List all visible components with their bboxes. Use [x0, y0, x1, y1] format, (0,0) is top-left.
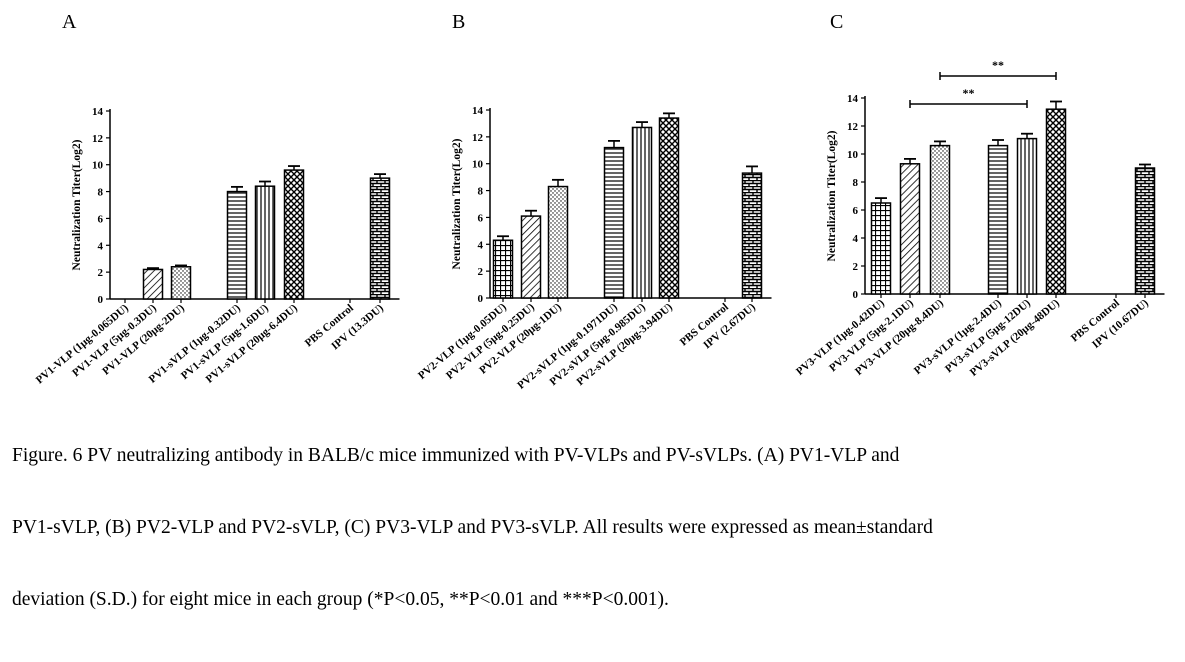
bar — [520, 215, 542, 299]
bar — [492, 239, 514, 299]
y-tick-label: 4 — [478, 239, 484, 251]
bar — [1016, 137, 1038, 295]
y-tick-label: 0 — [853, 289, 859, 301]
bar — [1045, 108, 1067, 295]
y-tick-label: 4 — [98, 240, 104, 252]
y-tick-label: 14 — [472, 105, 484, 117]
y-tick-label: 8 — [478, 186, 484, 198]
bar — [283, 169, 305, 300]
bar — [631, 126, 653, 299]
significance-label: ** — [992, 58, 1004, 72]
y-axis-label: Neutralization Titer(Log2) — [826, 130, 838, 261]
bar — [142, 268, 164, 300]
bar — [870, 202, 892, 295]
caption-line-2: PV1-sVLP, (B) PV2-VLP and PV2-sVLP, (C) … — [12, 517, 933, 538]
y-tick-label: 14 — [92, 106, 104, 118]
y-tick-label: 6 — [853, 205, 859, 217]
bar — [254, 185, 276, 300]
bar — [658, 117, 680, 299]
significance-label: ** — [963, 86, 975, 100]
y-tick-label: 2 — [853, 261, 859, 273]
bar — [226, 190, 248, 300]
y-tick-label: 2 — [98, 267, 104, 279]
caption-line-3: deviation (S.D.) for eight mice in each … — [12, 589, 669, 610]
y-tick-label: 12 — [847, 121, 859, 133]
bar — [1134, 167, 1156, 295]
y-tick-label: 0 — [98, 294, 104, 306]
caption-line-1: Figure. 6 PV neutralizing antibody in BA… — [12, 445, 900, 466]
y-tick-label: 10 — [92, 160, 104, 172]
bar — [741, 172, 763, 299]
y-tick-label: 4 — [853, 233, 859, 245]
bar — [547, 185, 569, 299]
figure-caption: Figure. 6 PV neutralizing antibody in BA… — [12, 446, 1172, 662]
bar — [603, 146, 625, 299]
y-tick-label: 10 — [472, 159, 484, 171]
y-tick-label: 10 — [847, 149, 859, 161]
y-tick-label: 6 — [98, 213, 104, 225]
y-tick-label: 8 — [98, 187, 104, 199]
bar — [987, 144, 1009, 295]
y-tick-label: 12 — [92, 133, 104, 145]
y-tick-label: 2 — [478, 266, 484, 278]
bar — [899, 163, 921, 295]
x-tick-label: IPV (13.3DU) — [329, 302, 386, 353]
panel-letter: C — [830, 11, 843, 33]
y-tick-label: 8 — [853, 177, 859, 189]
bar — [929, 144, 951, 295]
bar — [369, 177, 391, 300]
y-axis-label: Neutralization Titer(Log2) — [71, 139, 83, 270]
y-tick-label: 12 — [472, 132, 484, 144]
y-tick-label: 0 — [478, 293, 484, 305]
y-tick-label: 6 — [478, 212, 484, 224]
y-tick-label: 14 — [847, 93, 859, 105]
bar — [170, 266, 192, 300]
panel-letter: A — [62, 11, 77, 33]
y-axis-label: Neutralization Titer(Log2) — [451, 138, 463, 269]
panel-letter: B — [452, 11, 465, 33]
